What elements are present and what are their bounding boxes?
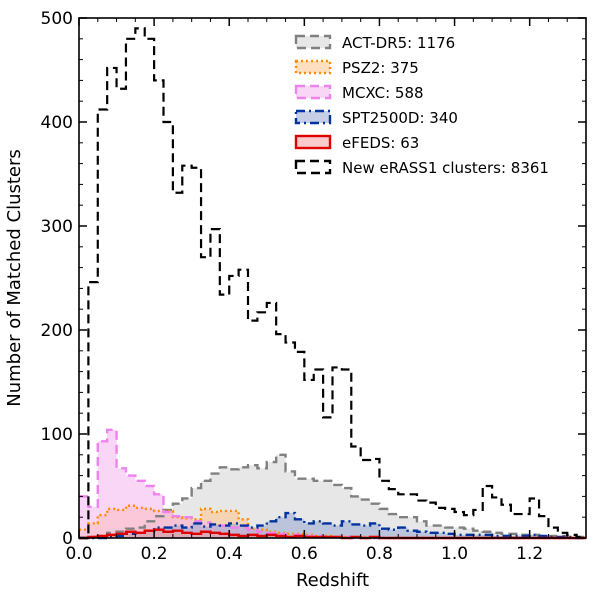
axis-ticks: 0.0 0.2 0.4 0.6 0.8 1.0 1.2 0 100 200 300 400 500 bbox=[41, 9, 586, 564]
x-axis-label: Redshift bbox=[296, 570, 369, 591]
legend-item-psz2: PSZ2: 375 bbox=[294, 59, 419, 77]
x-tick-label: 1.2 bbox=[516, 544, 543, 564]
legend-swatch bbox=[294, 84, 332, 100]
legend-label: PSZ2: 375 bbox=[342, 59, 419, 77]
x-tick-label: 0.8 bbox=[366, 544, 393, 564]
y-tick-label: 100 bbox=[41, 425, 73, 445]
legend-swatch bbox=[294, 159, 332, 175]
series-fill-mcxc bbox=[79, 429, 586, 538]
x-tick-label: 0.0 bbox=[65, 544, 92, 564]
x-tick-label: 1.0 bbox=[441, 544, 468, 564]
legend-item-act-dr5: ACT-DR5: 1176 bbox=[294, 34, 455, 52]
histogram-step-lines bbox=[79, 27, 586, 540]
legend: ACT-DR5: 1176 PSZ2: 375 MCXC: 588 SPT2500D:… bbox=[294, 34, 549, 177]
series-line-act-dr5 bbox=[79, 453, 586, 540]
legend-item-mcxc: MCXC: 588 bbox=[294, 84, 424, 102]
legend-item-spt2500d: SPT2500D: 340 bbox=[294, 109, 458, 127]
y-tick-label: 0 bbox=[62, 529, 73, 549]
y-tick-label: 300 bbox=[41, 217, 73, 237]
y-axis-label: Number of Matched Clusters bbox=[4, 149, 25, 407]
legend-label: New eRASS1 clusters: 8361 bbox=[342, 159, 549, 177]
legend-label: ACT-DR5: 1176 bbox=[342, 34, 455, 52]
legend-swatch bbox=[294, 34, 332, 50]
series-line-new-erass1-clusters bbox=[79, 27, 586, 540]
legend-label: MCXC: 588 bbox=[342, 84, 424, 102]
y-tick-label: 400 bbox=[41, 113, 73, 133]
x-tick-label: 0.2 bbox=[141, 544, 168, 564]
legend-label: eFEDS: 63 bbox=[342, 134, 419, 152]
x-tick-label: 0.6 bbox=[291, 544, 318, 564]
legend-swatch bbox=[294, 59, 332, 75]
y-tick-label: 200 bbox=[41, 321, 73, 341]
legend-swatch bbox=[294, 109, 332, 125]
legend-item-efeds: eFEDS: 63 bbox=[294, 134, 419, 152]
legend-label: SPT2500D: 340 bbox=[342, 109, 458, 127]
y-tick-label: 500 bbox=[41, 9, 73, 29]
legend-swatch bbox=[294, 134, 332, 150]
legend-item-new-erass1-clusters: New eRASS1 clusters: 8361 bbox=[294, 159, 549, 177]
series-line-spt2500d bbox=[79, 511, 586, 540]
axes-frame bbox=[78, 17, 587, 539]
x-tick-label: 0.4 bbox=[216, 544, 243, 564]
